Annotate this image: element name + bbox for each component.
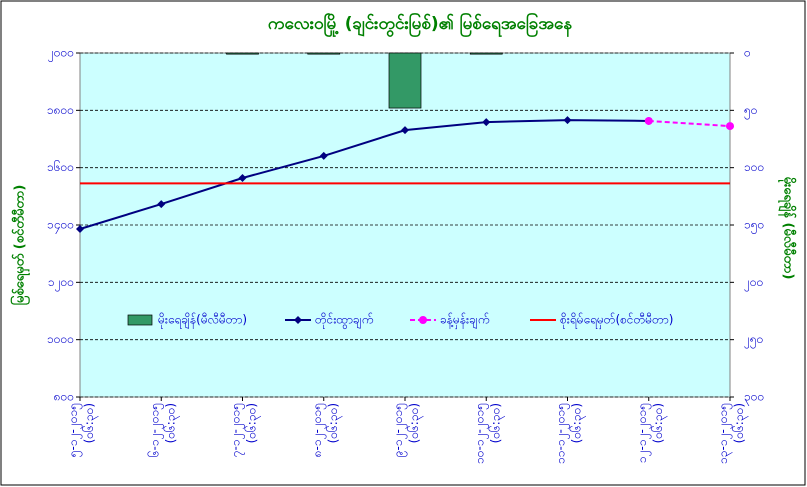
- marker: [157, 200, 166, 209]
- legend-label: တိုင်းထွာချက်: [315, 312, 373, 330]
- legend-marker: [419, 316, 427, 324]
- x-tick-label: ၇-၁၂-၂၀၁၅ (၀၆:၃၀): [228, 403, 261, 457]
- y2-axis-title: မိုးရေချိန် (မီလီမီတာ): [778, 177, 798, 280]
- rain-bar: [226, 52, 259, 55]
- legend-swatch: [127, 314, 153, 326]
- x-tick-label: ၅-၁၂-၂၀၁၅ (၀၆:၃၀): [66, 403, 99, 457]
- marker: [238, 173, 247, 182]
- y2-tick-label: ၅၀: [744, 103, 758, 120]
- series-line: [648, 119, 731, 128]
- legend-marker: [294, 316, 302, 324]
- x-tick-label: ၈-၁၂-၂၀၁၅ (၀၆:၃၀): [309, 403, 342, 457]
- y2-tick-label: ၁၅၀: [744, 218, 764, 235]
- rain-bar: [388, 52, 422, 109]
- marker: [482, 118, 491, 127]
- x-tick-label: ၁၃-၁၂-၂၀၁၅ (၀၆:၃၀): [716, 403, 749, 464]
- x-tick-label: ၆-၁၂-၂၀၁၅ (၀၆:၃၀): [146, 403, 180, 457]
- y-tick-label: ၈၀၀: [54, 390, 74, 404]
- x-tick-label: ၁၁-၁၂-၂၀၁၅ (၀၆:၃၀): [553, 403, 586, 464]
- marker: [563, 116, 572, 125]
- y2-tick-label: ၂၀၀: [744, 275, 763, 292]
- y2-tick-label: ၁၀၀: [744, 160, 764, 174]
- legend-label: ခန့်မှန်းချက်: [440, 312, 489, 330]
- marker: [644, 116, 653, 125]
- marker: [401, 126, 409, 135]
- y-tick-label: ၁၀၀၀: [47, 332, 74, 346]
- y2-tick-label: ၂၅၀: [744, 332, 763, 349]
- y2-tick-label: ၃၀၀: [744, 390, 764, 407]
- chart-title: ကလေးဝမြို့ (ချင်းတွင်းမြစ်)၏ မြစ်ရေအခြေအ…: [268, 11, 572, 38]
- legend-label: စိုးရိမ်ရေမှတ်(စင်တီမီတာ): [560, 312, 673, 330]
- y-tick-label: ၁၆၀၀: [47, 159, 74, 174]
- series-line: [79, 119, 649, 230]
- y2-tick-label: ၀: [744, 46, 751, 60]
- y-tick-label: ၁၄၀၀: [47, 218, 74, 235]
- x-tick-label: ၉-၁၂-၂၀၁၅ (၀၆:၃၀): [391, 403, 424, 457]
- rain-bar: [469, 52, 503, 55]
- y-tick-label: ၂၀၀၀: [48, 46, 74, 63]
- y-axis-title: မြစ်ရေမှတ် (စင်တီမီတာ): [10, 185, 31, 306]
- rain-bar: [307, 52, 341, 55]
- y-tick-label: ၁၂၀၀: [48, 275, 74, 292]
- y-tick-label: ၁၈၀၀: [47, 103, 74, 117]
- x-tick-label: ၁၂-၁၂-၂၀၁၅ (၀၆:၃၀): [634, 403, 667, 463]
- marker: [319, 151, 328, 160]
- legend-label: မိုးရေချိန်(မီလီမီတာ): [158, 312, 247, 330]
- marker: [76, 225, 84, 234]
- x-tick-label: ၁၀-၁၂-၂၀၁၅ (၀၆:၃၀): [472, 403, 505, 464]
- marker: [726, 122, 734, 131]
